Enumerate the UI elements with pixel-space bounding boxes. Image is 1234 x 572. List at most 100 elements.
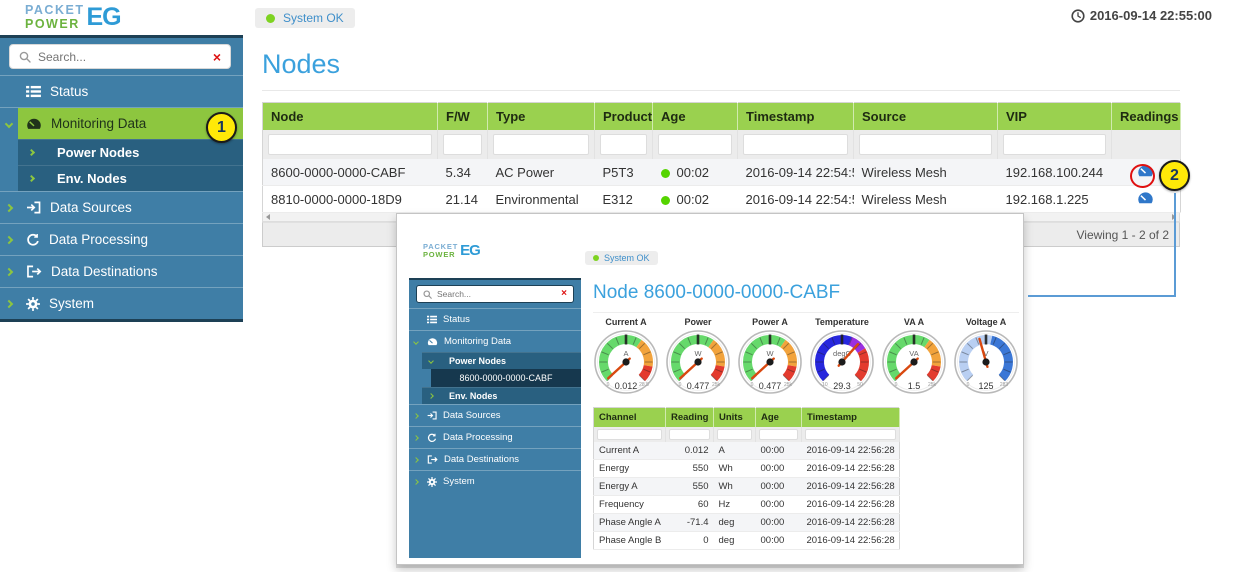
annotation-highlight-ring	[1130, 164, 1155, 188]
readings-gauge-icon[interactable]	[1137, 192, 1154, 207]
gauge-title: Power A	[737, 317, 803, 327]
filter-type-input[interactable]	[493, 134, 589, 155]
sidebar-subitem-label: Env. Nodes	[57, 171, 127, 186]
sidebar-item-data-processing[interactable]: Data Processing	[409, 426, 581, 448]
table-row[interactable]: Phase Angle A-71.4 deg00:00 2016-09-14 2…	[594, 514, 900, 532]
sidebar-subitem-label: Power Nodes	[57, 145, 139, 160]
search-icon	[423, 290, 432, 299]
filter-timestamp-input[interactable]	[805, 429, 896, 440]
status-label: System OK	[283, 11, 344, 25]
col-age[interactable]: Age	[756, 408, 802, 428]
sidebar: × Status Monitoring Data Power Nodes Env…	[0, 35, 243, 322]
svg-text:1.5: 1.5	[908, 381, 921, 391]
clear-search-icon[interactable]: ×	[561, 289, 567, 299]
sidebar-item-power-nodes[interactable]: Power Nodes	[18, 139, 243, 165]
table-row[interactable]: Energy550 Wh00:00 2016-09-14 22:56:28	[594, 460, 900, 478]
sidebar-item-data-destinations[interactable]: Data Destinations	[409, 448, 581, 470]
gauge-current-a: Current A A028.50.012	[593, 317, 659, 400]
filter-units-input[interactable]	[717, 429, 752, 440]
table-row[interactable]: 8810-0000-0000-18D9 21.14 Environmental …	[263, 186, 1181, 213]
filter-product-input[interactable]	[600, 134, 647, 155]
gauge-dial: VA025k1.5	[881, 382, 947, 399]
gauge-dial: A028.50.012	[593, 382, 659, 399]
logo-eg: EG	[86, 3, 120, 32]
chevron-right-icon	[5, 267, 13, 275]
col-units[interactable]: Units	[714, 408, 756, 428]
sidebar-item-power-nodes[interactable]: Power Nodes	[422, 352, 581, 369]
table-row[interactable]: 8600-0000-0000-CABF 5.34 AC Power P5T3 0…	[263, 159, 1181, 186]
sidebar-item-status[interactable]: Status	[0, 75, 243, 107]
svg-text:29.3: 29.3	[833, 381, 851, 391]
title-divider	[593, 312, 1019, 313]
gauge-icon	[427, 337, 438, 346]
packet-power-logo[interactable]: PACKET POWER EG	[25, 3, 121, 32]
col-source[interactable]: Source	[854, 103, 998, 131]
col-node[interactable]: Node	[263, 103, 438, 131]
sidebar-item-status[interactable]: Status	[409, 308, 581, 330]
col-age[interactable]: Age	[653, 103, 738, 131]
packet-power-logo[interactable]: PACKET POWER EG	[423, 242, 480, 259]
filter-age-input[interactable]	[658, 134, 732, 155]
sidebar-item-monitoring-data[interactable]: Monitoring Data	[409, 330, 581, 352]
search-input[interactable]	[437, 289, 556, 299]
gauge-dial: W025k0.477	[737, 382, 803, 399]
list-icon	[427, 315, 437, 324]
col-timestamp[interactable]: Timestamp	[802, 408, 900, 428]
sidebar-item-data-sources[interactable]: Data Sources	[0, 191, 243, 223]
sidebar-item-env-nodes[interactable]: Env. Nodes	[18, 165, 243, 191]
cell-age: 00:02	[653, 186, 738, 213]
status-ok-dot-icon	[593, 255, 599, 261]
sidebar-item-data-sources[interactable]: Data Sources	[409, 404, 581, 426]
gauge-icon	[26, 117, 42, 130]
clear-search-icon[interactable]: ×	[213, 50, 221, 64]
sidebar-item-label: Data Sources	[50, 200, 132, 215]
scroll-left-icon[interactable]	[266, 214, 270, 220]
filter-channel-input[interactable]	[597, 429, 662, 440]
sidebar-item-selected-node[interactable]: 8600-0000-0000-CABF	[431, 369, 581, 387]
col-fw[interactable]: F/W	[438, 103, 488, 131]
filter-source-input[interactable]	[859, 134, 992, 155]
table-row[interactable]: Phase Angle B0 deg00:00 2016-09-14 22:56…	[594, 532, 900, 550]
filter-readings-empty	[1112, 130, 1181, 159]
cell-node: 8600-0000-0000-CABF	[263, 159, 438, 186]
filter-age-input[interactable]	[759, 429, 798, 440]
col-reading[interactable]: Reading	[666, 408, 714, 428]
table-row[interactable]: Current A0.012 A00:00 2016-09-14 22:56:2…	[594, 442, 900, 460]
filter-vip-input[interactable]	[1003, 134, 1106, 155]
chevron-right-icon	[413, 435, 419, 441]
sidebar-item-system[interactable]: System	[409, 470, 581, 492]
search-icon	[19, 51, 31, 63]
filter-fw-input[interactable]	[443, 134, 482, 155]
col-readings[interactable]: Readings	[1112, 103, 1181, 131]
annotation-connector-horizontal	[1028, 295, 1176, 297]
col-product[interactable]: Product	[595, 103, 653, 131]
svg-text:0.477: 0.477	[759, 381, 782, 391]
col-type[interactable]: Type	[488, 103, 595, 131]
svg-text:0.477: 0.477	[687, 381, 710, 391]
table-row[interactable]: Energy A550 Wh00:00 2016-09-14 22:56:28	[594, 478, 900, 496]
cell-node: 8810-0000-0000-18D9	[263, 186, 438, 213]
cell-fw: 21.14	[438, 186, 488, 213]
table-row[interactable]: Frequency60 Hz00:00 2016-09-14 22:56:28	[594, 496, 900, 514]
filter-timestamp-input[interactable]	[743, 134, 848, 155]
gauge-title: Voltage A	[953, 317, 1019, 327]
cell-timestamp: 2016-09-14 22:54:58	[738, 159, 854, 186]
col-vip[interactable]: VIP	[998, 103, 1112, 131]
logo-line1: PACKET	[25, 4, 84, 17]
sidebar-item-env-nodes[interactable]: Env. Nodes	[422, 387, 581, 404]
sidebar-item-data-processing[interactable]: Data Processing	[0, 223, 243, 255]
annotation-callout-2: 2	[1159, 160, 1190, 191]
gauge-dial: degC-105029.3	[809, 382, 875, 399]
col-timestamp[interactable]: Timestamp	[738, 103, 854, 131]
system-status-badge[interactable]: System OK	[255, 8, 355, 28]
svg-text:125: 125	[978, 381, 993, 391]
sidebar-item-data-destinations[interactable]: Data Destinations	[0, 255, 243, 287]
col-channel[interactable]: Channel	[594, 408, 666, 428]
search-input[interactable]	[38, 50, 206, 64]
system-status-badge[interactable]: System OK	[585, 251, 658, 265]
gauge-va-a: VA A VA025k1.5	[881, 317, 947, 400]
list-icon	[26, 85, 41, 98]
filter-node-input[interactable]	[268, 134, 432, 155]
filter-reading-input[interactable]	[669, 429, 710, 440]
sidebar-item-system[interactable]: System	[0, 287, 243, 319]
